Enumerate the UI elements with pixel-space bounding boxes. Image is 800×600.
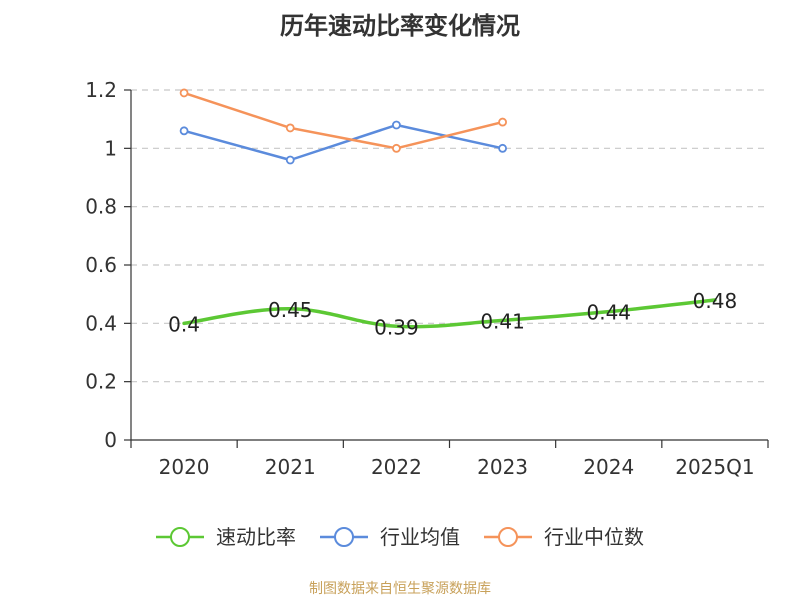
y-tick-label: 1 [104, 136, 117, 160]
legend-label-1: 行业均值 [380, 525, 460, 549]
series-1-point [179, 126, 189, 136]
grid-layer [131, 89, 768, 383]
x-tick-label: 2024 [583, 455, 634, 479]
data-label: 0.39 [374, 315, 419, 339]
data-label: 0.48 [693, 289, 738, 313]
data-label: 0.41 [480, 309, 525, 333]
series-1-point [498, 143, 507, 153]
series-layer [179, 88, 717, 329]
x-tick-label: 2023 [477, 455, 528, 479]
data-label: 0.4 [168, 312, 200, 336]
data-label-layer: 0.4 0.45 0.39 0.41 0.44 0.48 [168, 289, 737, 339]
series-2-point [179, 88, 189, 98]
legend: 速动比率 行业均值 行业中位数 [156, 525, 644, 549]
axis-layer: 0 0.2 0.4 0.6 0.8 1 1.2 2020 2021 2022 2023 2024 202… [85, 78, 769, 479]
series-2-point [392, 143, 401, 153]
legend-marker-2 [498, 527, 518, 547]
legend-label-2: 行业中位数 [544, 525, 644, 549]
series-1-point [392, 120, 401, 130]
legend-marker-0 [170, 527, 190, 547]
legend-marker-1 [334, 527, 354, 547]
series-line-2 [182, 91, 504, 150]
data-label: 0.45 [268, 298, 313, 322]
x-tick-label: 2025Q1 [675, 455, 754, 479]
y-tick-label: 0.8 [85, 195, 117, 219]
y-tick-label: 1.2 [85, 78, 117, 102]
chart-title: 历年速动比率变化情况 [280, 12, 520, 40]
y-tick-label: 0 [104, 428, 117, 452]
series-2-point [498, 117, 507, 127]
legend-label-0: 速动比率 [216, 525, 296, 549]
x-tick-label: 2021 [265, 455, 316, 479]
y-tick-label: 0.4 [85, 311, 117, 335]
data-label: 0.44 [586, 301, 631, 325]
x-tick-label: 2022 [371, 455, 422, 479]
series-2-point [285, 123, 295, 133]
y-tick-label: 0.2 [85, 370, 117, 394]
source-note: 制图数据来自恒生聚源数据库 [309, 581, 491, 597]
series-line-1 [182, 123, 504, 162]
series-line-0 [182, 298, 717, 329]
y-tick-label: 0.6 [85, 253, 117, 277]
series-1-point [285, 155, 295, 165]
x-tick-label: 2020 [159, 455, 210, 479]
